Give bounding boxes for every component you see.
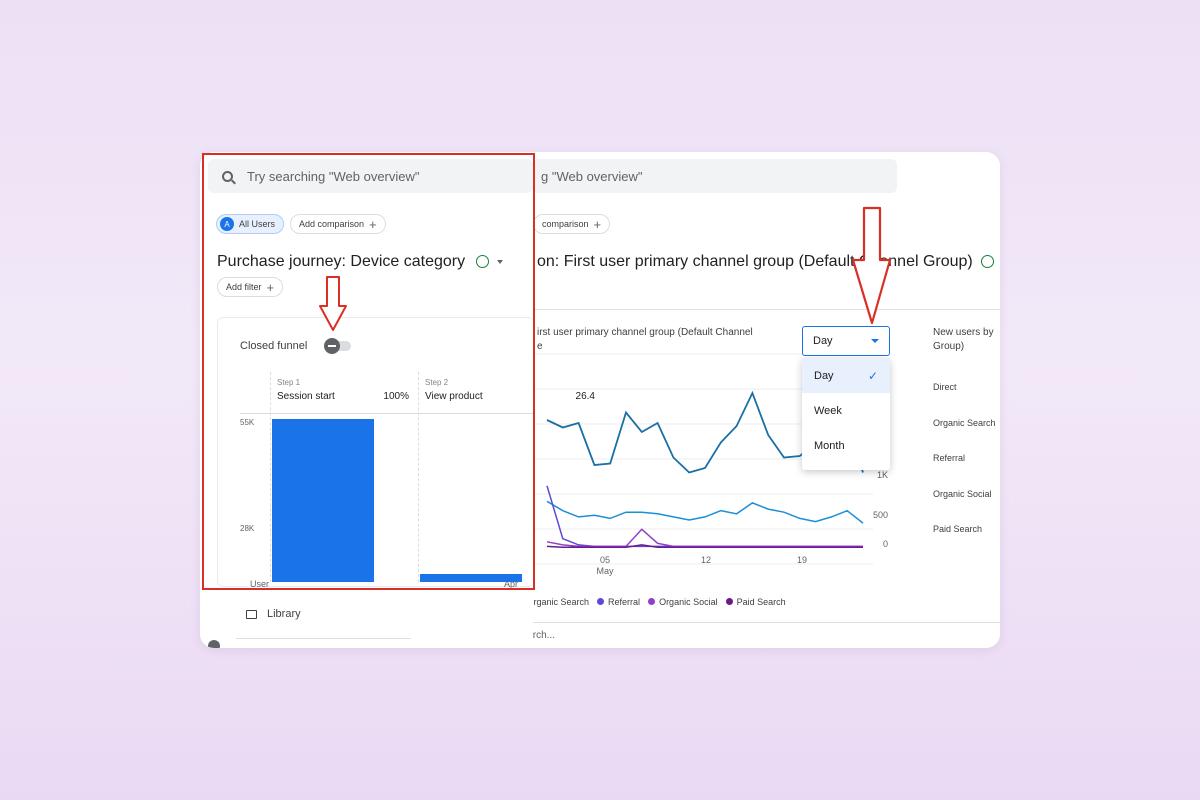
menu-item-label: Day [814,369,834,382]
channel-row[interactable]: Organic Social [933,488,992,499]
channel-row[interactable]: Paid Search [933,524,983,534]
nav-edge [234,152,235,648]
search-bar-right[interactable]: g "Web overview" [533,159,897,193]
funnel-chart: 55K 28K Step 1 Session start 100% Step 2 Vie… [240,372,595,589]
legend-item[interactable]: Organic Social [648,597,718,607]
app-window: g "Web overview" comparison + on: First … [200,152,1000,648]
step-name: Session start [277,391,335,402]
funnel-panel: Try searching "Web overview" A All Users… [200,152,595,648]
all-users-label: All Users [239,219,276,229]
table-search[interactable]: Search... [473,622,1000,648]
y-tick: 28K [240,524,255,533]
legend-item[interactable]: Referral [597,597,640,607]
chevron-down-icon[interactable] [497,259,504,264]
step-name: View product [425,391,483,402]
all-users-chip[interactable]: A All Users [216,214,285,234]
step-percent: 26.4 [575,391,595,402]
chart-title-line1: irst user primary channel group (Default… [537,327,753,338]
plus-icon: + [593,216,602,232]
acquisition-title: on: First user primary channel group (De… [537,253,995,271]
menu-item-day[interactable]: Day ✓ [802,358,890,393]
search-bar-left[interactable]: Try searching "Web overview" [208,159,533,193]
nav-library[interactable]: Library [246,608,301,620]
axis-tick-label: 0 [883,539,888,549]
x-tick-label: 05 [600,555,610,565]
legend-label: Paid Search [736,596,786,607]
y-tick: 55K [240,418,255,427]
add-filter-chip[interactable]: Add filter + [217,277,284,297]
granularity-menu: Day ✓ Week Month [802,358,890,470]
channel-row[interactable]: Organic Search [933,417,996,428]
add-comparison-chip-right[interactable]: comparison + [533,214,611,234]
check-circle-icon [981,255,995,269]
funnel-header [240,372,534,414]
funnel-bar[interactable] [272,419,374,582]
step-label: Step 2 [425,378,449,387]
add-comparison-chip[interactable]: Add comparison + [290,214,386,234]
gear-icon[interactable] [208,640,220,648]
legend-label: Referral [608,596,641,607]
avatar: A [220,217,234,231]
search-icon [222,170,236,184]
acquisition-panel: g "Web overview" comparison + on: First … [473,152,1000,648]
legend-dot [648,598,656,605]
x-month-label: May [596,566,614,576]
add-comparison-label: Add comparison [299,219,365,229]
divider [236,638,411,639]
funnel-title-text: Purchase journey: Device category [217,253,466,270]
series-line [546,544,863,548]
axis-tick-label: 1K [877,470,888,480]
search-placeholder-right: g "Web overview" [541,168,643,184]
add-comparison-label: comparison [542,219,589,229]
closed-funnel-toggle[interactable] [324,338,352,354]
table-search-placeholder: Search... [515,630,556,641]
plus-icon: + [266,279,275,295]
granularity-select[interactable]: Day [802,326,890,356]
legend-label: Organic Search [526,596,590,607]
funnel-title: Purchase journey: Device category [217,253,504,271]
check-circle-icon [475,255,489,269]
closed-funnel-label: Closed funnel [240,340,308,352]
search-placeholder-left: Try searching "Web overview" [247,168,420,184]
legend-dot [597,598,605,605]
granularity-value: Day [813,335,833,347]
legend-label: Organic Social [659,596,718,607]
acquisition-title-text: on: First user primary channel group (De… [537,253,973,270]
axis-tick-label: 500 [873,510,888,520]
chart-title: irst user primary channel group (Default… [537,326,753,354]
new-users-header: New users by Group) [933,326,994,354]
new-users-header-line1: New users by [933,327,994,338]
menu-item-week[interactable]: Week [802,393,890,428]
funnel-bar[interactable] [420,574,522,582]
closed-funnel-row: Closed funnel [240,338,352,354]
menu-item-month[interactable]: Month [802,428,890,463]
check-icon: ✓ [867,368,878,383]
step-label: Step 1 [277,378,301,387]
menu-item-label: Month [814,439,845,452]
step-percent: 100% [383,391,409,402]
funnel-step: Step 1 Session start 100% [270,372,417,582]
chart-card: irst user primary channel group (Default… [473,309,1000,609]
bottom-left-fragment: User [250,579,270,589]
new-users-header-line2: Group) [933,341,965,352]
plus-icon: + [369,216,377,232]
funnel-card: Closed funnel 55K 28K Step 1 Session star… [217,317,595,589]
chart-title-line2: e [537,341,543,352]
x-tick-label: 12 [701,555,711,565]
legend-item[interactable]: Paid Search [725,596,786,607]
x-tick-label: 19 [797,555,807,565]
folder-icon [246,609,257,619]
nav-library-label: Library [267,608,301,620]
bottom-right-fragment: Apr [504,579,519,589]
series-line [546,500,864,524]
funnel-step: Step 2 View product 26.4 [418,372,595,582]
channel-row[interactable]: Referral [933,453,966,463]
caret-down-icon [871,339,879,343]
channel-row[interactable]: Direct [933,382,957,392]
menu-item-label: Week [814,404,842,417]
legend-dot [725,598,733,605]
series-line [546,528,863,548]
add-filter-label: Add filter [226,282,262,292]
